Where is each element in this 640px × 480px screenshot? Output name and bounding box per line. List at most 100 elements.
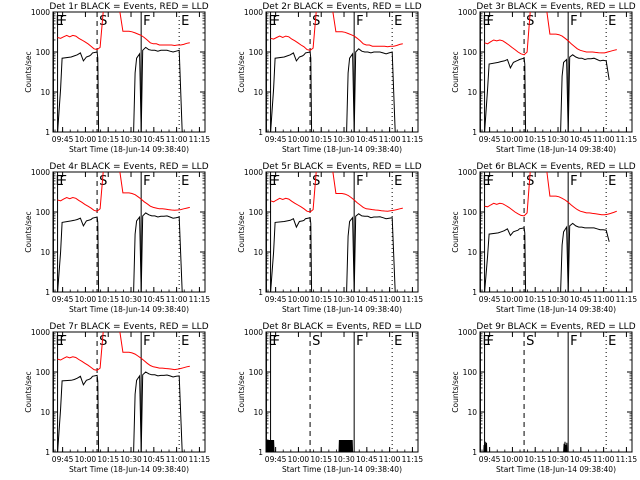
series-events-line (266, 439, 275, 453)
x-tick-label: 10:45 (356, 135, 378, 144)
y-tick-label: 1000 (458, 328, 477, 337)
chart-title: Det 7r BLACK = Events, RED = LLD (49, 322, 208, 332)
series-lld-line (119, 171, 190, 211)
event-marker-label: E (482, 334, 490, 349)
x-tick-label: 11:00 (379, 295, 401, 304)
y-tick-label: 100 (249, 368, 264, 377)
x-tick-label: 10:15 (524, 135, 546, 144)
y-tick-label: 10 (253, 408, 263, 417)
event-marker-label: E (181, 334, 189, 349)
event-marker-label: F (487, 334, 494, 349)
event-marker-label: F (273, 14, 280, 29)
x-tick-label: 11:00 (593, 135, 615, 144)
x-tick-label: 10:30 (333, 135, 355, 144)
y-tick-label: 1 (45, 448, 50, 457)
y-tick-label: 1000 (244, 8, 263, 17)
chart-panel-9: Det 9r BLACK = Events, RED = LLD 1 10 100 10… (451, 322, 637, 474)
event-marker-label: S (526, 334, 534, 349)
x-axis-title: Start Time (18-Jun-14 09:38:40) (282, 465, 402, 474)
event-marker-label: F (356, 14, 363, 29)
event-marker-label: S (99, 14, 107, 29)
plot-frame (479, 331, 633, 453)
y-tick-label: 100 (36, 48, 51, 57)
series-events-line (270, 217, 313, 293)
chart-title: Det 3r BLACK = Events, RED = LLD (476, 2, 635, 12)
y-tick-label: 10 (253, 248, 263, 257)
event-marker-label: E (268, 14, 276, 29)
x-tick-label: 09:45 (479, 455, 501, 464)
event-marker-label: S (99, 174, 107, 189)
x-tick-label: 11:00 (379, 455, 401, 464)
event-marker-label: F (143, 14, 150, 29)
x-tick-label: 10:30 (120, 455, 142, 464)
x-tick-label: 10:45 (143, 295, 165, 304)
y-axis-title: Counts/sec (24, 51, 33, 92)
series-events-line (57, 216, 100, 293)
x-tick-label: 10:00 (288, 295, 310, 304)
x-axis-title: Start Time (18-Jun-14 09:38:40) (496, 145, 616, 154)
series-lld-line (546, 171, 617, 216)
chart-title: Det 8r BLACK = Events, RED = LLD (262, 322, 421, 332)
x-tick-label: 10:30 (547, 295, 569, 304)
event-marker-label: E (268, 174, 276, 189)
event-marker-label: F (487, 174, 494, 189)
event-marker-label: F (273, 174, 280, 189)
x-tick-label: 11:00 (166, 455, 188, 464)
series-events-line (346, 213, 396, 293)
y-tick-label: 1000 (244, 168, 263, 177)
x-tick-label: 11:15 (402, 135, 424, 144)
x-tick-label: 11:00 (379, 135, 401, 144)
x-tick-label: 10:30 (333, 455, 355, 464)
y-axis-title: Counts/sec (451, 371, 460, 412)
plot-frame (479, 171, 633, 293)
series-events-line (57, 51, 100, 133)
x-axis-title: Start Time (18-Jun-14 09:38:40) (496, 465, 616, 474)
x-tick-label: 09:45 (479, 295, 501, 304)
x-tick-label: 11:15 (616, 135, 638, 144)
chart-title: Det 4r BLACK = Events, RED = LLD (49, 162, 208, 172)
series-lld-line (57, 171, 104, 212)
y-tick-label: 1000 (31, 8, 50, 17)
y-tick-label: 100 (249, 208, 264, 217)
event-marker-label: S (312, 14, 320, 29)
x-tick-label: 10:45 (570, 295, 592, 304)
chart-panel-5: Det 5r BLACK = Events, RED = LLD 1 10 100 10… (237, 162, 423, 314)
series-lld-line (270, 171, 317, 213)
chart-title: Det 1r BLACK = Events, RED = LLD (49, 2, 208, 12)
y-axis-title: Counts/sec (237, 211, 246, 252)
event-marker-label: S (526, 14, 534, 29)
plot-frame (265, 331, 419, 453)
y-axis-title: Counts/sec (237, 371, 246, 412)
chart-title: Det 5r BLACK = Events, RED = LLD (262, 162, 421, 172)
y-tick-label: 10 (40, 88, 50, 97)
series-lld-line (332, 171, 403, 212)
series-events-line (484, 57, 527, 133)
event-marker-label: E (482, 174, 490, 189)
event-marker-label: F (570, 174, 577, 189)
x-tick-label: 10:15 (310, 135, 332, 144)
y-tick-label: 100 (36, 208, 51, 217)
chart-panel-4: Det 4r BLACK = Events, RED = LLD 1 10 100 10… (24, 162, 210, 314)
y-tick-label: 100 (463, 48, 478, 57)
series-lld-line (119, 331, 190, 371)
y-tick-label: 10 (253, 88, 263, 97)
x-tick-label: 11:15 (402, 455, 424, 464)
x-tick-label: 09:45 (265, 135, 287, 144)
y-tick-label: 1000 (31, 168, 50, 177)
x-tick-label: 11:00 (593, 295, 615, 304)
x-tick-label: 10:15 (524, 295, 546, 304)
event-marker-label: F (356, 334, 363, 349)
y-tick-label: 1000 (31, 328, 50, 337)
event-marker-label: S (526, 174, 534, 189)
event-marker-label: E (55, 174, 63, 189)
event-marker-label: E (482, 14, 490, 29)
x-tick-label: 11:15 (189, 295, 211, 304)
y-axis-title: Counts/sec (451, 51, 460, 92)
x-tick-label: 10:45 (356, 295, 378, 304)
series-events-line (484, 227, 527, 293)
x-tick-label: 09:45 (52, 295, 74, 304)
y-tick-label: 10 (467, 408, 477, 417)
chart-panel-1: Det 1r BLACK = Events, RED = LLD 1 10 100 10… (24, 2, 210, 154)
series-events-line (57, 374, 100, 453)
series-events-line (338, 439, 354, 453)
